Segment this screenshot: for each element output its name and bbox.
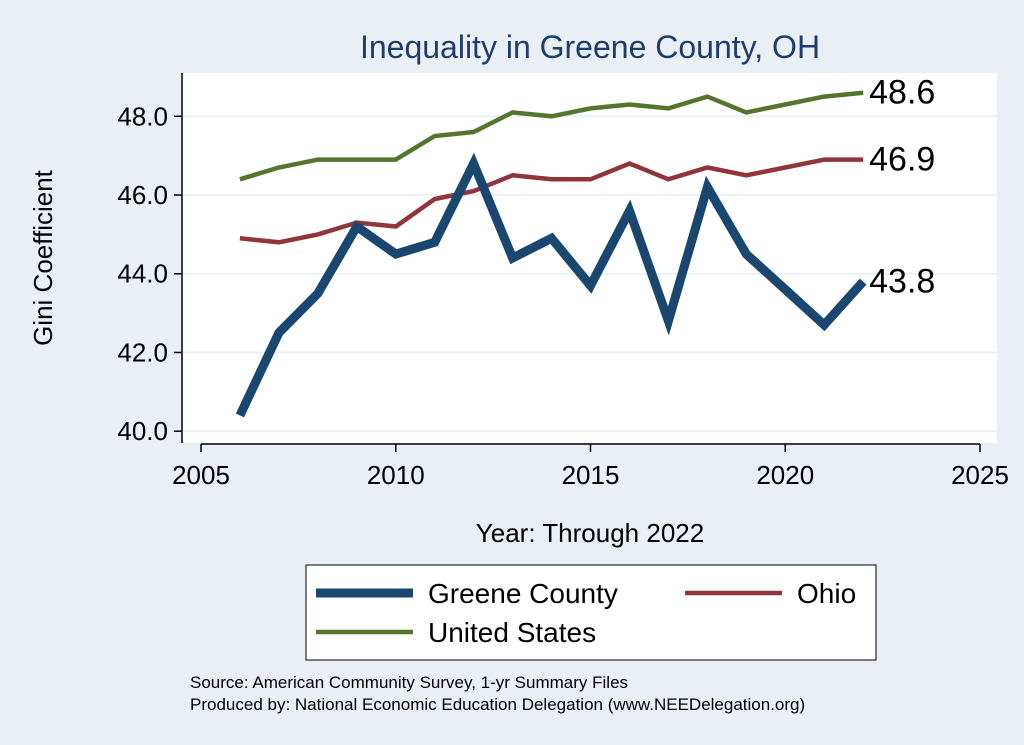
x-tick-label: 2005	[172, 460, 230, 490]
y-tick-label: 40.0	[117, 416, 168, 446]
series-lines	[235, 90, 867, 418]
end-labels: 43.8 46.9 48.6	[869, 74, 935, 301]
y-axis-label: Gini Coefficient	[28, 169, 58, 346]
source-note: Source: American Community Survey, 1-yr …	[190, 673, 628, 692]
grid-lines	[182, 115, 997, 433]
x-tick-label: 2025	[951, 460, 1009, 490]
legend: Greene County Ohio United States	[305, 564, 877, 661]
x-axis-label: Year: Through 2022	[476, 518, 704, 548]
legend-label-united-states: United States	[428, 617, 596, 648]
y-tick-label: 46.0	[117, 180, 168, 210]
x-tick-label: 2015	[562, 460, 620, 490]
y-tick-label: 42.0	[117, 337, 168, 367]
legend-label-ohio: Ohio	[797, 578, 856, 609]
plot-area	[182, 73, 997, 443]
produced-by-note: Produced by: National Economic Education…	[190, 695, 805, 714]
y-tick-label: 44.0	[117, 259, 168, 289]
x-tick-label: 2010	[367, 460, 425, 490]
legend-label-greene-county: Greene County	[428, 578, 618, 609]
end-label-united-states: 48.6	[869, 74, 935, 112]
end-label-ohio: 46.9	[869, 141, 935, 179]
x-tick-label: 2020	[756, 460, 814, 490]
end-label-greene-county: 43.8	[869, 263, 935, 301]
y-tick-label: 48.0	[117, 101, 168, 131]
legend-box	[305, 564, 877, 661]
chart-title: Inequality in Greene County, OH	[360, 29, 820, 65]
axes: 40.0 42.0 44.0 46.0 48.0 2005 2010 2015 2020 2025	[117, 73, 1009, 490]
